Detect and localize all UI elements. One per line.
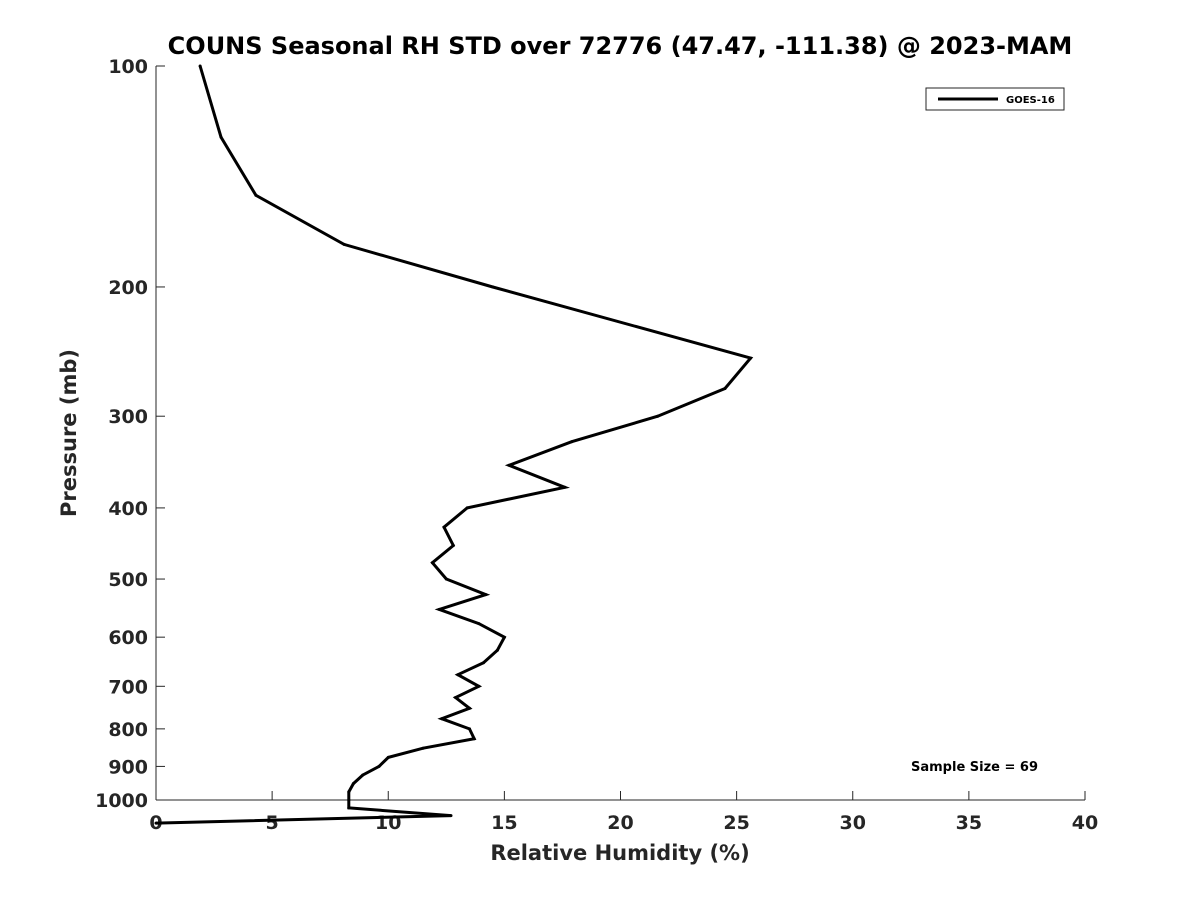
data-point <box>502 635 506 639</box>
x-tick-label: 30 <box>840 812 866 834</box>
data-point <box>495 648 499 652</box>
y-tick-label: 700 <box>108 676 148 698</box>
y-tick-label: 600 <box>108 627 148 649</box>
x-tick-label: 35 <box>956 812 982 834</box>
data-point <box>482 661 485 665</box>
data-point <box>347 798 351 802</box>
x-tick-label: 25 <box>723 812 749 834</box>
y-tick-label: 900 <box>108 756 148 778</box>
data-point <box>749 356 753 360</box>
data-point <box>465 506 469 510</box>
data-point <box>472 737 476 741</box>
data-point <box>254 193 258 197</box>
data-point <box>219 135 223 139</box>
data-point <box>491 285 495 289</box>
data-point <box>347 806 351 810</box>
y-tick-label: 800 <box>108 719 148 741</box>
data-point <box>477 622 481 626</box>
data-point <box>442 525 446 529</box>
data-point <box>484 593 488 597</box>
series-layer <box>154 64 754 825</box>
data-point <box>570 440 574 444</box>
data-point <box>468 727 471 731</box>
data-point <box>347 790 351 794</box>
data-point <box>198 64 202 68</box>
y-tick-label: 400 <box>108 498 148 520</box>
x-tick-label: 15 <box>491 812 517 834</box>
sample-size-annotation: Sample Size = 69 <box>911 760 1038 775</box>
data-point <box>477 684 481 688</box>
y-tick-label: 200 <box>108 277 148 299</box>
data-point <box>656 414 660 418</box>
x-tick-label: 20 <box>607 812 633 834</box>
x-axis-label: Relative Humidity (%) <box>490 841 749 865</box>
legend-label-goes-16: GOES-16 <box>1006 95 1055 106</box>
x-axis-ticks: 0 5 10 15 20 25 30 35 40 <box>149 791 1098 834</box>
data-point <box>342 242 346 246</box>
data-point <box>430 561 434 565</box>
chart-title: COUNS Seasonal RH STD over 72776 (47.47,… <box>168 32 1073 60</box>
data-point <box>437 607 441 611</box>
y-tick-label: 500 <box>108 569 148 591</box>
y-tick-label: 100 <box>108 56 148 78</box>
y-axis-label: Pressure (mb) <box>57 349 81 517</box>
y-tick-label: 300 <box>108 406 148 428</box>
data-point <box>154 821 158 825</box>
data-point <box>440 717 444 721</box>
data-point <box>361 773 365 777</box>
x-tick-label: 10 <box>375 812 401 834</box>
data-point <box>351 782 355 786</box>
data-point <box>563 485 567 489</box>
data-point <box>449 814 453 818</box>
data-point <box>377 764 381 768</box>
y-axis-ticks: 100 200 300 400 500 600 700 800 900 1000 <box>95 56 165 812</box>
data-point <box>468 706 471 710</box>
series-line-0 <box>155 65 754 825</box>
legend: GOES-16 <box>925 87 1065 111</box>
data-point <box>444 577 448 581</box>
data-point <box>507 463 511 467</box>
x-tick-label: 40 <box>1072 812 1098 834</box>
x-tick-label: 5 <box>266 812 279 834</box>
data-point <box>451 544 455 547</box>
data-point <box>421 746 425 750</box>
data-point <box>454 696 458 699</box>
y-tick-label: 1000 <box>95 790 148 812</box>
data-point <box>386 755 390 759</box>
data-point <box>456 673 460 677</box>
data-point <box>723 387 727 390</box>
